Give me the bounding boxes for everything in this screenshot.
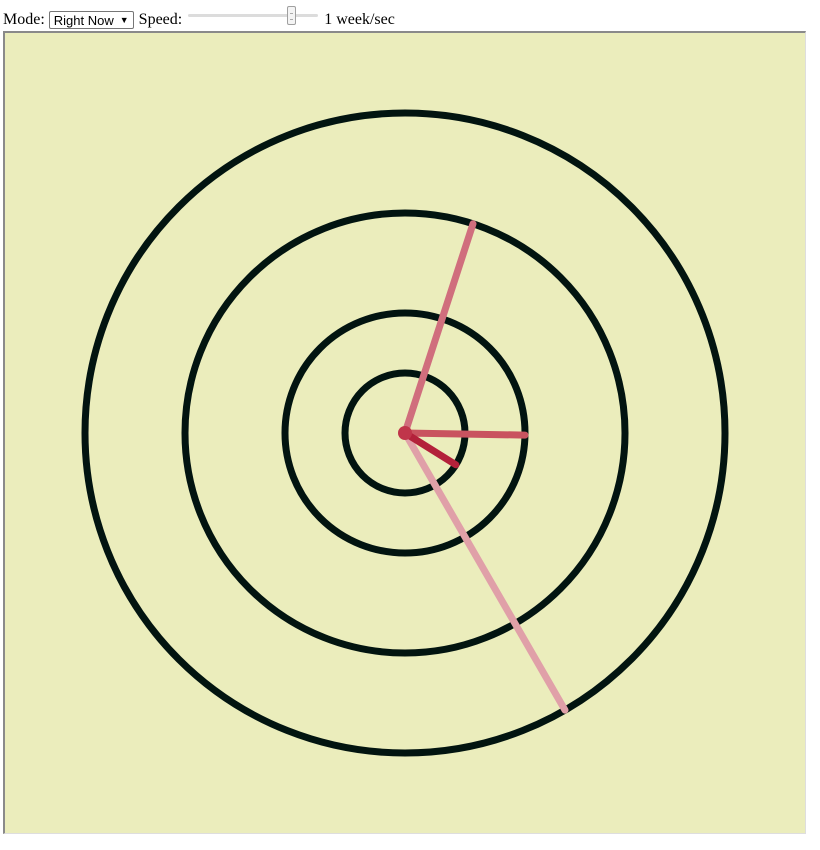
clock-graphic	[5, 33, 805, 833]
clock-canvas[interactable]	[3, 31, 806, 834]
speed-slider-track[interactable]	[188, 14, 319, 17]
hand-inner	[401, 429, 460, 469]
speed-slider[interactable]	[188, 6, 319, 30]
clock-ring-3	[181, 209, 629, 657]
clock-ring-4	[81, 109, 729, 757]
hand-outer	[401, 429, 569, 714]
mode-label: Mode:	[3, 11, 45, 28]
clock-hub	[398, 426, 412, 440]
speed-value: 1 week/sec	[324, 11, 395, 28]
mode-select[interactable]: Right Now ▼	[48, 11, 134, 29]
speed-slider-thumb[interactable]	[287, 6, 297, 25]
speed-label: Speed:	[138, 11, 183, 28]
chevron-down-icon: ▼	[119, 15, 129, 25]
mode-select-value: Right Now	[53, 12, 114, 28]
hand-third	[401, 220, 477, 437]
controls-bar: Mode: Right Now ▼ Speed: 1 week/sec	[3, 6, 395, 32]
hand-second	[401, 429, 529, 439]
